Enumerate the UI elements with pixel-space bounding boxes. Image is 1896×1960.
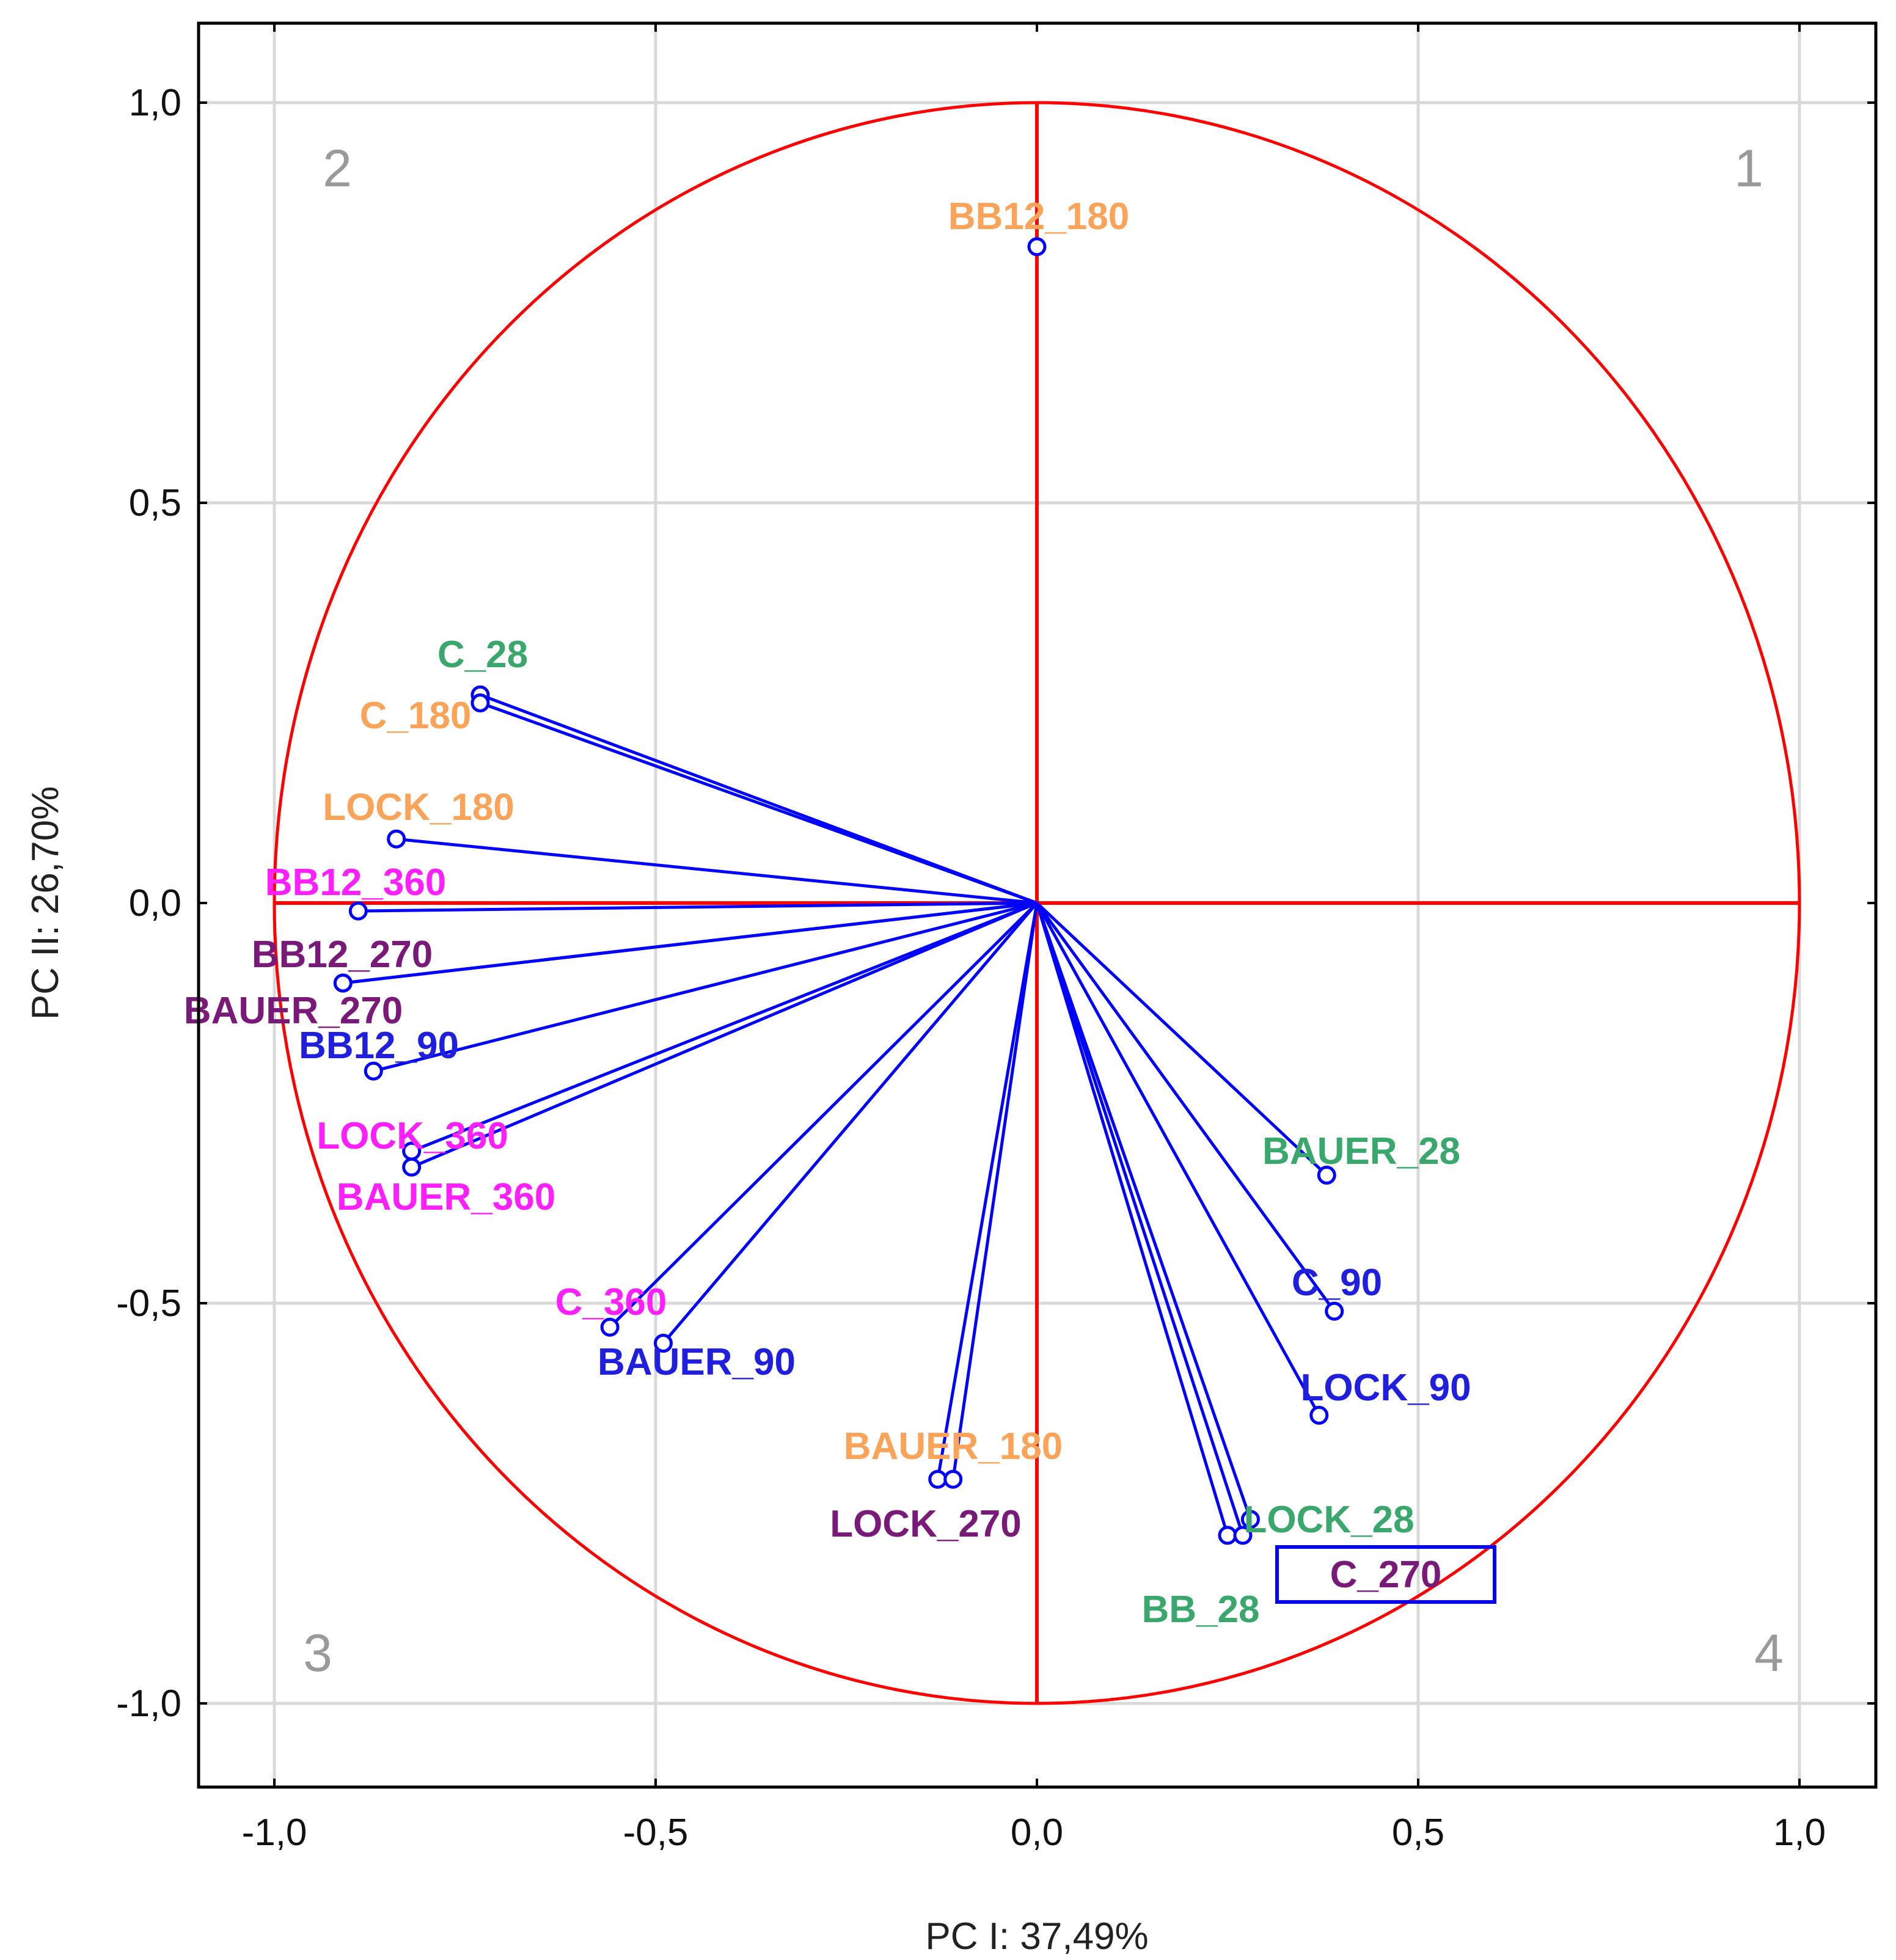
point-label-bb_28: BB_28 — [1142, 1589, 1260, 1631]
loading-vector-c_360 — [609, 902, 1038, 1329]
point-marker-bb12_180 — [1027, 237, 1047, 257]
x-tick-label: 0,0 — [1011, 1812, 1063, 1854]
point-marker-bb12_90 — [364, 1061, 383, 1081]
y-tick-label: 0,0 — [129, 882, 181, 924]
point-label-lock_360: LOCK_360 — [317, 1115, 508, 1157]
tick-layer: -1,0 -0,5 0,0 0,5 1,0 -1,0 -0,5 0,0 0,5 1,0 — [116, 23, 1876, 1854]
point-marker-bauer_28 — [1317, 1165, 1336, 1185]
point-label-bauer_90: BAUER_90 — [598, 1341, 796, 1383]
point-marker-c_180 — [470, 693, 490, 712]
loading-vector-lock_28 — [1035, 902, 1252, 1520]
point-marker-lock_90 — [1309, 1405, 1329, 1425]
x-tick-label: 0,5 — [1392, 1812, 1444, 1854]
loading-vector-bb12_360 — [358, 901, 1038, 913]
point-label-lock_90: LOCK_90 — [1300, 1367, 1471, 1409]
vector-layer — [333, 237, 1344, 1545]
point-label-c_90: C_90 — [1292, 1262, 1382, 1304]
loading-vector-bauer_180 — [936, 902, 1039, 1480]
point-marker-c_90 — [1325, 1301, 1344, 1321]
loading-vector-lock_180 — [396, 837, 1038, 905]
point-label-bb12_360: BB12_360 — [265, 861, 446, 904]
x-tick-label: -1,0 — [242, 1812, 307, 1854]
point-marker-lock_180 — [387, 829, 406, 849]
point-label-c_270: C_270 — [1330, 1554, 1442, 1596]
loading-vector-bauer_90 — [662, 902, 1038, 1345]
x-tick-label: 1,0 — [1773, 1812, 1826, 1854]
point-marker-c_270 — [1233, 1526, 1253, 1545]
point-marker-bb12_360 — [348, 901, 368, 921]
point-label-bb12_90: BB12_90 — [299, 1025, 459, 1067]
y-axis-title: PC II: 26,70% — [24, 786, 67, 1020]
point-marker-bauer_360 — [402, 1157, 422, 1177]
loading-vector-lock_90 — [1035, 902, 1320, 1416]
y-tick-label: 0,5 — [129, 482, 181, 524]
x-tick-label: -0,5 — [623, 1812, 689, 1854]
point-label-c_360: C_360 — [555, 1281, 667, 1323]
point-label-c_180: C_180 — [360, 695, 472, 737]
loading-vector-bb_28 — [1035, 902, 1229, 1536]
x-axis-title: PC I: 37,49% — [925, 1915, 1148, 1958]
point-label-bauer_28: BAUER_28 — [1262, 1130, 1460, 1172]
point-marker-bb_28 — [1218, 1526, 1237, 1545]
loading-vector-bauer_360 — [411, 901, 1038, 1169]
point-marker-bauer_90 — [653, 1334, 673, 1353]
y-tick-label: -1,0 — [116, 1683, 181, 1725]
loading-vector-lock_360 — [411, 901, 1038, 1153]
loading-vector-c_90 — [1035, 902, 1336, 1312]
y-tick-label: 1,0 — [129, 82, 181, 124]
highlight-box-c_270 — [1275, 1545, 1496, 1604]
point-label-layer: BB12_180 C_28 C_180 LOCK_180 BB12_360 BB12_27… — [184, 196, 1496, 1631]
loading-vector-bb12_90 — [373, 901, 1038, 1073]
loading-vector-bauer_270 — [343, 901, 1038, 985]
point-label-lock_180: LOCK_180 — [323, 786, 514, 828]
point-label-bb12_180: BB12_180 — [948, 196, 1129, 238]
quadrant-label-4: 4 — [1754, 1624, 1784, 1683]
point-marker-c_360 — [600, 1317, 620, 1337]
y-tick-label: -0,5 — [116, 1282, 181, 1325]
point-label-bauer_360: BAUER_360 — [337, 1176, 555, 1218]
point-label-lock_270: LOCK_270 — [830, 1503, 1022, 1545]
point-label-bauer_270: BAUER_270 — [184, 990, 403, 1032]
loading-vector-c_270 — [1035, 902, 1245, 1536]
point-marker-bauer_270 — [333, 973, 353, 993]
point-label-bb12_270: BB12_270 — [252, 934, 433, 976]
point-label-lock_28: LOCK_28 — [1243, 1499, 1414, 1541]
quadrant-label-3: 3 — [303, 1624, 332, 1683]
quadrant-label-1: 1 — [1734, 139, 1763, 198]
point-label-bauer_180: BAUER_180 — [844, 1425, 1063, 1468]
loading-vector-c_180 — [480, 701, 1038, 905]
point-label-c_28: C_28 — [437, 634, 528, 676]
point-marker-bauer_180 — [928, 1469, 948, 1489]
loading-vector-lock_270 — [951, 902, 1039, 1480]
quadrant-label-layer: 1 2 3 4 — [303, 139, 1784, 1683]
loading-vector-bauer_28 — [1036, 902, 1328, 1177]
point-marker-lock_28 — [1240, 1510, 1260, 1529]
quadrant-label-2: 2 — [323, 139, 352, 198]
point-marker-lock_270 — [943, 1469, 963, 1489]
